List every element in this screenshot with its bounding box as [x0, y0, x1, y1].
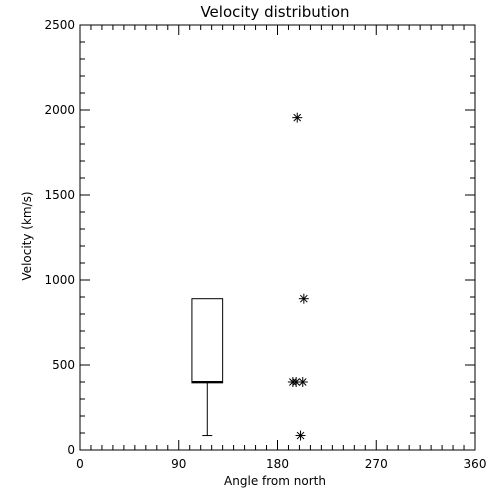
box-iqr	[191, 298, 224, 384]
axis-ticks	[79, 24, 476, 451]
y-axis-label: Velocity (km/s)	[20, 191, 34, 280]
x-axis-label: Angle from north	[224, 474, 326, 488]
x-tick-label: 180	[266, 457, 289, 471]
data-point-asterisk	[295, 430, 306, 441]
y-tick-label: 1500	[44, 188, 75, 202]
x-tick-label: 360	[464, 457, 487, 471]
box-plot	[191, 298, 224, 437]
y-tick-label: 1000	[44, 273, 75, 287]
data-point-asterisk	[292, 112, 303, 123]
y-tick-label: 2000	[44, 103, 75, 117]
data-point-asterisk	[298, 293, 309, 304]
chart-title: Velocity distribution	[200, 3, 349, 21]
x-tick-label: 90	[171, 457, 186, 471]
tick-labels: 0 90 180 270 360 0 500 1000 1500 2000 2500	[44, 18, 486, 471]
y-tick-label: 0	[67, 443, 75, 457]
x-tick-label: 0	[76, 457, 84, 471]
x-tick-label: 270	[365, 457, 388, 471]
data-point-asterisk	[297, 377, 308, 387]
data-points	[287, 112, 309, 441]
y-tick-label: 2500	[44, 18, 75, 32]
y-tick-label: 500	[52, 358, 75, 372]
plot-frame	[79, 24, 476, 451]
